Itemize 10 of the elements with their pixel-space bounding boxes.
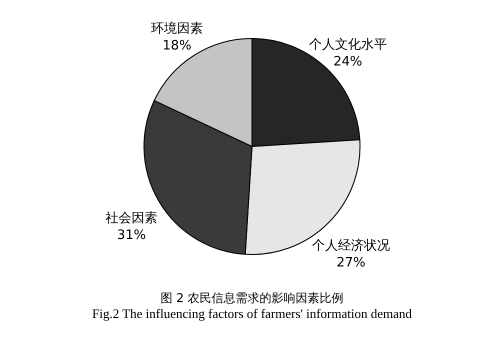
data-label: 18% bbox=[162, 38, 192, 54]
slice-label: 个人经济状况 bbox=[312, 238, 390, 254]
text: Fig.2 The influencing factors of farmers' information demand bbox=[92, 306, 412, 321]
data-label: 27% bbox=[336, 255, 366, 270]
slice-label: 社会因素 bbox=[105, 210, 158, 226]
slice-label: 个人文化水平 bbox=[308, 37, 387, 52]
text: 图 2 农民信息需求的影响因素比例 bbox=[160, 291, 344, 305]
slice-label: 环境因素 bbox=[150, 20, 203, 36]
data-label: 24% bbox=[333, 54, 362, 70]
data-label: 31% bbox=[117, 228, 146, 243]
